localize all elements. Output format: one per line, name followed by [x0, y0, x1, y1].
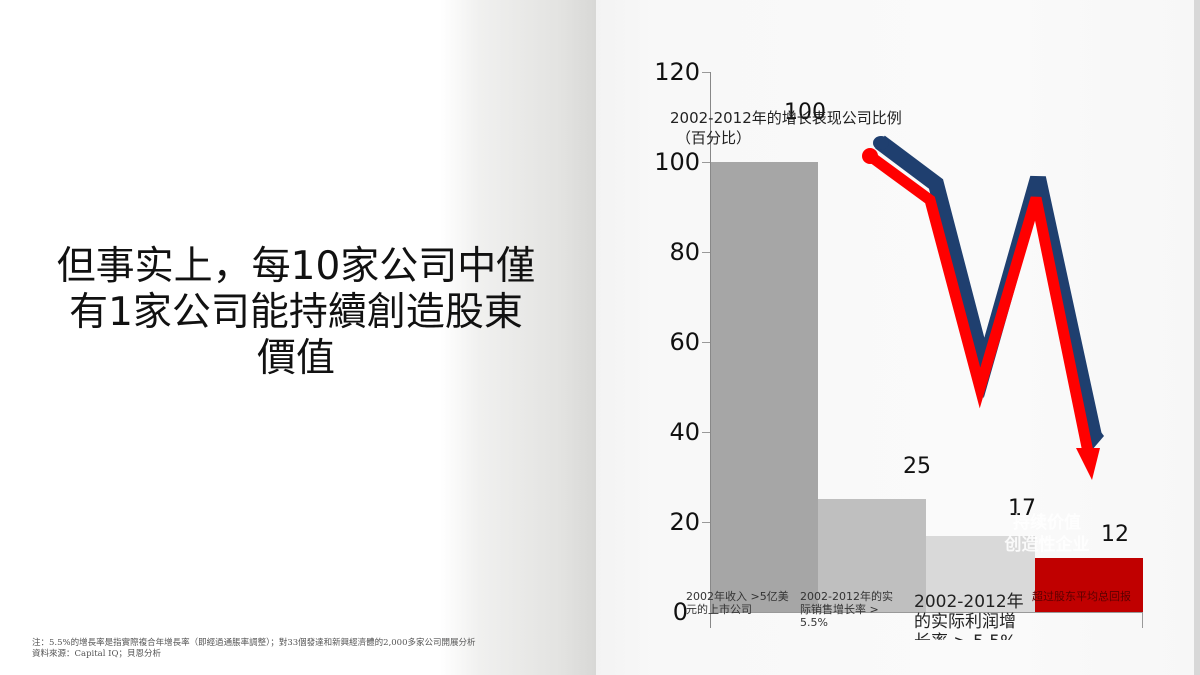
headline: 但事实上，每10家公司中僅 有1家公司能持續創造股東 價值	[0, 244, 592, 382]
page-edge	[1194, 0, 1200, 675]
tick-mark	[702, 432, 710, 433]
headline-line-2: 有1家公司能持續創造股東	[69, 290, 523, 335]
footnote-note: 注：5.5%的增長率是指實際複合年增長率（即經過通脹率調整）；對33個發達和新興…	[32, 638, 476, 648]
y-tick-0: 0	[672, 598, 688, 626]
category-label-3: 2002-2012年的实际利润增长率 > 5.5%	[914, 592, 1024, 640]
overlay-line-1: 持续价值	[1013, 513, 1081, 533]
overlay-label: 持续价值 创造性企业	[992, 512, 1102, 556]
y-axis	[710, 72, 711, 628]
bar-tsr-outperform	[1035, 558, 1143, 612]
bar-revenue-over-500m	[710, 162, 818, 612]
bar-sales-growth	[818, 499, 926, 612]
chart-title-line-2: （百分比）	[676, 129, 752, 147]
tick-mark	[702, 162, 710, 163]
x-axis-end-tick	[1142, 612, 1143, 628]
y-tick-120: 120	[654, 58, 700, 86]
overlay-line-2: 创造性企业	[1004, 535, 1090, 555]
chart-title: 2002-2012年的增长表现公司比例 （百分比）	[670, 108, 902, 148]
tick-mark	[702, 72, 710, 73]
value-label-bar-1: 100	[784, 100, 826, 125]
value-label-bar-4: 12	[1101, 522, 1129, 547]
downward-trend-arrow-icon	[862, 135, 1104, 480]
bar-chart: 120 100 80 60 40 20 0 100 2002-2012年的增长表…	[600, 50, 1200, 650]
category-label-4: 超过股东平均总回报	[1032, 590, 1131, 603]
tick-mark	[702, 342, 710, 343]
tick-mark	[702, 522, 710, 523]
y-tick-100: 100	[654, 148, 700, 176]
y-tick-60: 60	[669, 328, 700, 356]
y-tick-80: 80	[669, 238, 700, 266]
x-axis	[710, 612, 1143, 613]
headline-line-1: 但事实上，每10家公司中僅	[56, 244, 536, 289]
chart-title-line-1: 2002-2012年的增长表现公司比例	[670, 109, 902, 127]
footnote: 注：5.5%的增長率是指實際複合年增長率（即經過通脹率調整）；對33個發達和新興…	[32, 638, 592, 660]
bar-profit-growth	[926, 536, 1035, 612]
tick-mark	[702, 252, 710, 253]
footnote-source: 資料來源：Capital IQ；貝恩分析	[32, 649, 161, 659]
y-tick-40: 40	[669, 418, 700, 446]
category-label-2: 2002-2012年的实际销售增长率 > 5.5%	[800, 590, 893, 629]
headline-line-3: 價值	[256, 336, 335, 381]
y-tick-20: 20	[669, 508, 700, 536]
category-label-1: 2002年收入 >5亿美元的上市公司	[686, 590, 789, 616]
left-page	[0, 0, 596, 675]
value-label-bar-3: 17	[1008, 496, 1036, 521]
value-label-bar-2: 25	[903, 454, 931, 479]
